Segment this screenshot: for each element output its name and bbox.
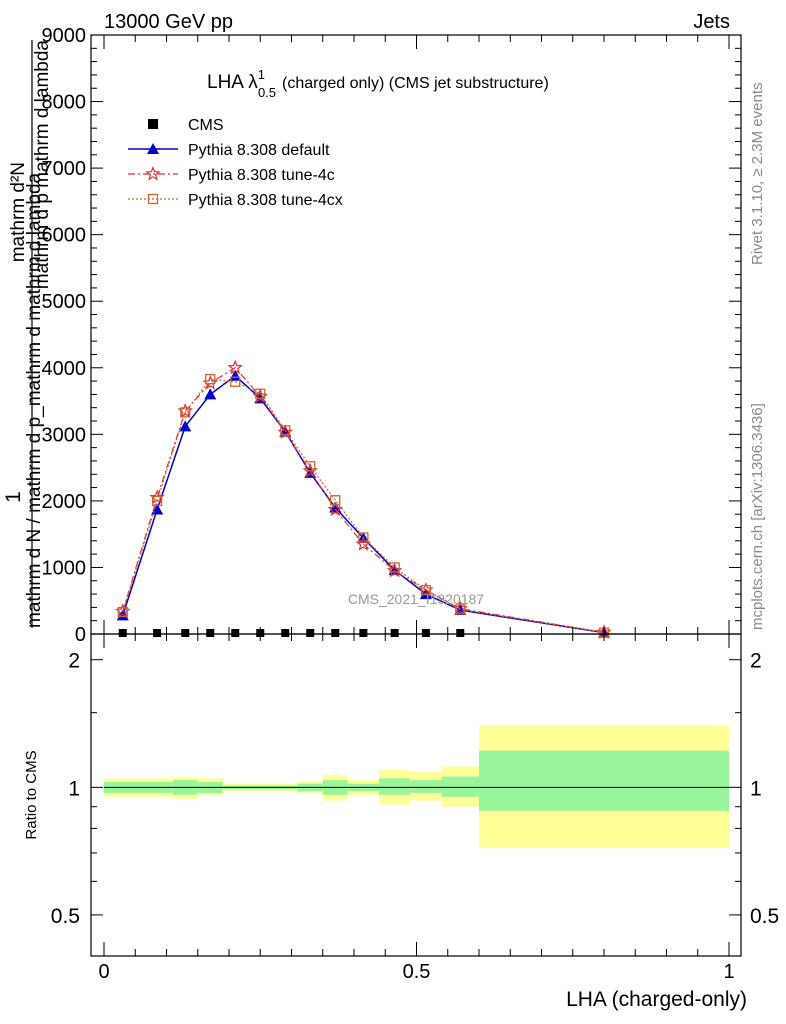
legend-entry-default: Pythia 8.308 default [128,142,330,159]
tune4cx-point [330,495,341,506]
mcplots-label: mcplots.cern.ch [arXiv:1306.3436] [749,403,766,630]
tune4cx-point [255,388,266,399]
ratio-band-inner [379,778,411,795]
legend-entry-tune4c: Pythia 8.308 tune-4c [128,165,335,184]
main-y-tick-label: 2000 [42,491,87,513]
y-axis-label-numerator: mathrm d²N [8,162,29,262]
ratio-band-inner [479,750,729,811]
cms-point [456,629,465,637]
main-y-tick-label: 6000 [42,225,87,247]
cms-point [153,629,162,637]
ratio-y-axis-label: Ratio to CMS [23,750,40,839]
default-point [179,420,192,432]
main-y-tick-label: 0 [75,624,86,646]
y-axis-label-denominator: mathrm d p mathrm d lambda [32,40,53,290]
ratio-y-tick-label: 1 [68,777,80,800]
x-axis-label: LHA (charged-only) [566,988,747,1011]
main-y-tick-label: 3000 [42,424,87,446]
plot-title-rest: (charged only) (CMS jet substructure) [282,75,549,92]
ratio-band-inner [410,780,442,793]
cms-point [206,629,215,637]
tune4c-point [227,359,244,375]
legend: CMS Pythia 8.308 default Pythia 8.308 tune… [128,117,343,209]
legend-label: Pythia 8.308 default [188,142,330,159]
default-point [147,143,159,154]
main-y-tick-label: 5000 [42,291,87,313]
tune4cx-point [151,495,163,507]
main-y-tick-label: 8000 [42,92,87,114]
rivet-label: Rivet 3.1.10, ≥ 2.3M events [749,83,766,266]
cms-point [231,629,240,637]
tune4cx-point [117,606,128,618]
ratio-y-tick-label: 0.5 [51,905,80,928]
tune4cx-point [280,425,291,436]
main-axis-ticks: 0 1000 2000 3000 4000 5000 6000 7000 8000 9000 [42,25,741,646]
series-line-default [122,374,605,634]
x-tick-label: 1 [723,961,734,983]
main-y-tick-label: 1000 [42,557,87,579]
cms-point [306,629,315,637]
legend-entry-tune4cx: Pythia 8.308 tune-4cx [128,192,343,209]
main-series-layer [114,359,612,639]
ratio-band-inner [441,776,479,797]
tune4cx-point [305,461,316,472]
plot-title-sup: 1 [258,67,265,82]
default-point [204,388,217,400]
legend-entry-cms: CMS [148,117,224,134]
cms-point [181,629,190,637]
tune4cx-point [455,604,466,615]
main-y-tick-label: 4000 [42,358,87,380]
ratio-y-tick-label-right: 1 [750,777,762,800]
header-energy: 13000 GeV pp [104,11,233,33]
ratio-y-tick-label: 2 [68,650,80,673]
series-tune4cx [117,373,610,638]
tune4cx-point [205,373,216,385]
cms-point [118,629,127,637]
cms-point [148,119,158,129]
cms-point [331,629,340,637]
main-y-tick-label: 7000 [42,158,87,180]
legend-label: Pythia 8.308 tune-4c [188,167,335,184]
tune4cx-point [147,193,159,205]
plot-title: LHA λ1 0.5 (charged only) (CMS jet substru… [207,67,549,100]
tune4cx-point [358,532,369,543]
legend-label: Pythia 8.308 tune-4cx [188,192,343,209]
tune4cx-point [230,376,241,387]
y-axis-label-left: mathrm d N / mathrm d p_mathrm d mathrm … [24,172,45,628]
ratio-y-tick-label-right: 0.5 [750,905,779,928]
ratio-panel: 0.5 0.5 1 1 2 2 0 0.5 1 Ratio to CMS LHA (charge… [23,633,779,1011]
plot-title-main: LHA λ [207,72,258,93]
main-y-tick-label: 9000 [42,25,87,47]
cms-point [390,629,399,637]
ratio-axis-ticks: 0.5 0.5 1 1 2 2 0 0.5 1 [51,634,779,983]
tune4cx-point [389,562,400,573]
cms-point [421,629,430,637]
y-axis-label-one: 1 [2,491,25,503]
tune4cx-point [420,584,432,596]
header-category: Jets [693,11,730,33]
x-tick-label: 0.5 [403,961,431,983]
ratio-y-tick-label-right: 2 [750,650,762,673]
tune4c-point [145,165,161,181]
x-tick-label: 0 [98,961,109,983]
ratio-bands-layer [104,725,729,848]
default-point [229,369,242,381]
series-line-tune4cx [122,378,605,634]
plot-title-sub: 0.5 [258,85,276,100]
main-panel: 0 1000 2000 3000 4000 5000 6000 7000 8000 9000 LH… [2,25,742,646]
tune4c-point [327,501,344,517]
tune4cx-point [180,407,191,418]
cms-point [359,629,368,637]
legend-label: CMS [188,117,224,134]
cms-point [281,629,290,637]
analysis-watermark: CMS_2021_I1920187 [348,591,484,607]
